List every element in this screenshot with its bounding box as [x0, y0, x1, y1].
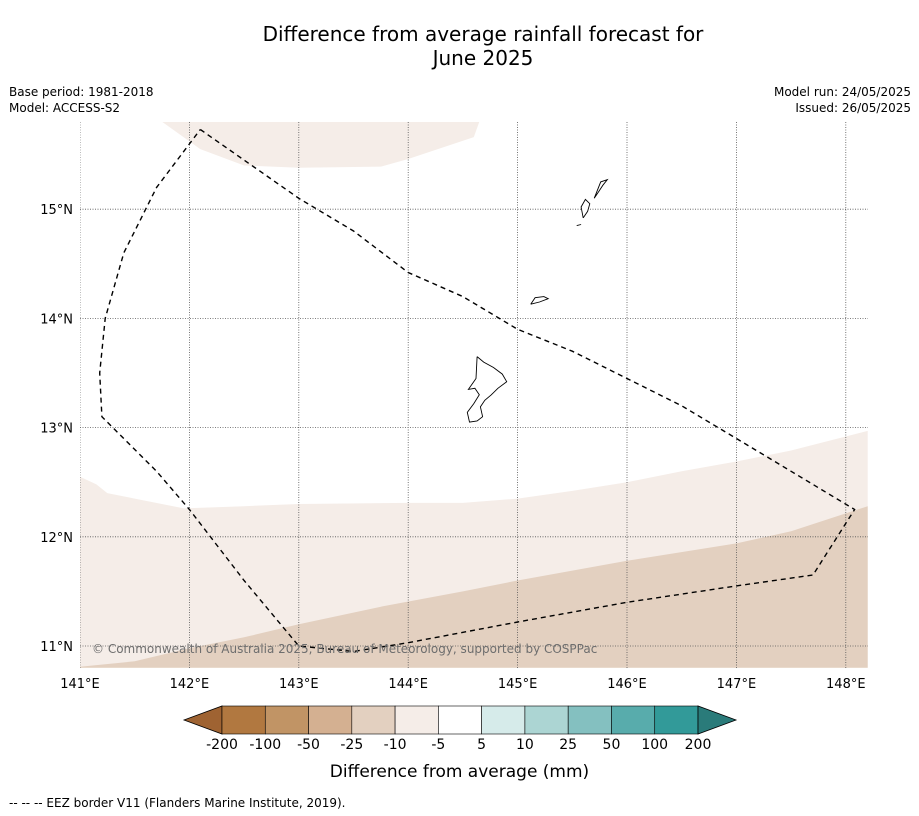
title-line-1: Difference from average rainfall forecas…	[262, 22, 704, 46]
anomaly-region-0	[162, 122, 480, 168]
colorbar-box	[567, 705, 612, 735]
lon-tick-label: 142°E	[170, 677, 210, 692]
colorbar-tick-label: 200	[684, 737, 712, 753]
lat-tick-label: 11°N	[40, 640, 73, 655]
chart-title: Difference from average rainfall forecas…	[0, 22, 919, 70]
colorbar-tick-label: 5	[477, 737, 487, 753]
anomaly-region-2	[80, 506, 868, 668]
meta-left: Base period: 1981-2018 Model: ACCESS-S2	[9, 84, 154, 116]
colorbar	[182, 705, 738, 735]
lat-tick-label: 15°N	[40, 203, 73, 218]
colorbar-tick-label: -50	[297, 737, 320, 753]
model-run: Model run: 24/05/2025	[773, 85, 911, 99]
eez-border	[98, 128, 856, 653]
base-period: Base period: 1981-2018	[9, 85, 154, 99]
colorbar-tick-label: -10	[383, 737, 407, 753]
lon-tick-label: 143°E	[279, 677, 319, 692]
island-saipan	[593, 178, 609, 199]
colorbar-tick-label: 100	[641, 737, 669, 753]
colorbar-box	[524, 705, 569, 735]
island-guam	[466, 356, 508, 423]
lon-tick-label: 144°E	[388, 677, 428, 692]
lon-tick-label: 148°E	[826, 677, 866, 692]
colorbar-box	[308, 705, 353, 735]
island-tinian	[580, 198, 591, 219]
lon-tick-label: 141°E	[60, 677, 100, 692]
lon-tick-label: 146°E	[607, 677, 647, 692]
colorbar-box	[438, 705, 482, 735]
colorbar-box	[611, 705, 656, 735]
colorbar-box	[221, 705, 266, 735]
lat-tick-label: 13°N	[40, 422, 73, 437]
eez-footnote: -- -- -- EEZ border V11 (Flanders Marine…	[9, 796, 346, 810]
colorbar-tick-label: 10	[515, 737, 534, 753]
colorbar-label: Difference from average (mm)	[329, 762, 590, 782]
colorbar-tick-label: 50	[602, 737, 621, 753]
colorbar-extend-high	[697, 705, 738, 735]
model-name: Model: ACCESS-S2	[9, 101, 121, 115]
colorbar-extend-low	[182, 705, 223, 735]
colorbar-box	[481, 705, 526, 735]
colorbar-box	[654, 705, 699, 735]
colorbar-tick-label: -200	[206, 737, 238, 753]
island-rota	[530, 296, 550, 305]
colorbar-tick-label: -25	[340, 737, 364, 753]
meta-right: Model run: 24/05/2025 Issued: 26/05/2025	[774, 84, 911, 116]
map-plot-area: © Commonwealth of Australia 2025, Bureau…	[80, 122, 868, 668]
colorbar-box	[264, 705, 309, 735]
issued-date: Issued: 26/05/2025	[795, 101, 911, 115]
lon-tick-label: 147°E	[717, 677, 757, 692]
colorbar-tick-label: -100	[249, 737, 282, 753]
island-aguijan	[576, 224, 582, 227]
colorbar-box	[351, 705, 396, 735]
lat-tick-label: 12°N	[40, 531, 73, 546]
colorbar-tick-label: 25	[559, 737, 578, 753]
title-line-2: June 2025	[432, 46, 534, 70]
colorbar-tick-label: -5	[431, 737, 446, 753]
lat-tick-label: 14°N	[40, 312, 73, 327]
lon-tick-label: 145°E	[498, 677, 538, 692]
copyright-notice: © Commonwealth of Australia 2025, Bureau…	[92, 642, 597, 656]
colorbar-box	[394, 705, 439, 735]
